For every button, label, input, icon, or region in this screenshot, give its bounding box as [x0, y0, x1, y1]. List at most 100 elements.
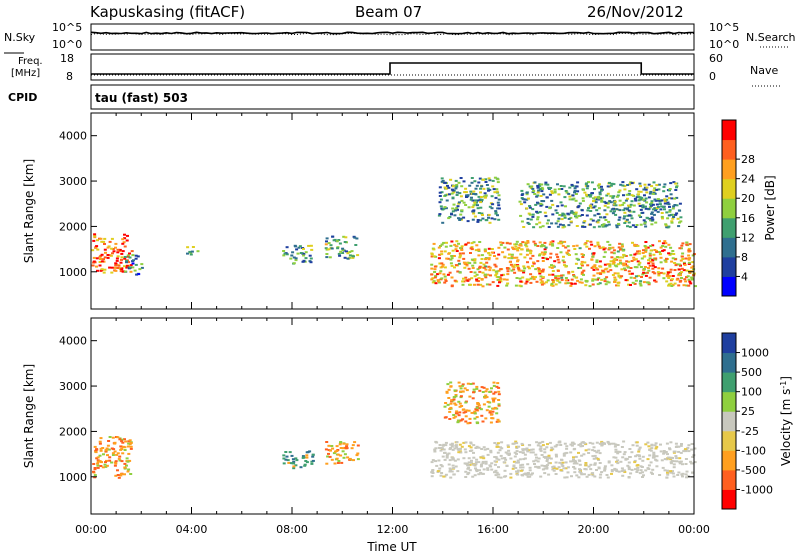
echo-cell: [597, 195, 601, 198]
echo-cell: [283, 252, 287, 255]
echo-cell: [114, 264, 118, 267]
echo-cell: [557, 217, 561, 220]
echo-cell: [562, 213, 566, 216]
echo-cell: [335, 240, 339, 243]
echo-cell: [191, 246, 195, 248]
echo-cell: [536, 194, 540, 197]
echo-cell: [665, 476, 669, 479]
echo-cell: [487, 216, 490, 219]
echo-cell: [120, 438, 124, 441]
echo-cell: [473, 261, 477, 264]
echo-cell: [98, 440, 102, 443]
echo-cell: [477, 195, 481, 198]
echo-cell: [633, 197, 637, 200]
echo-cell: [540, 243, 544, 246]
echo-cell: [93, 236, 97, 239]
echo-cell: [467, 461, 471, 464]
echo-cell: [485, 261, 489, 264]
echo-cell: [126, 445, 130, 448]
echo-cell: [509, 263, 513, 266]
echo-cell: [641, 455, 645, 458]
echo-cell: [636, 244, 640, 247]
echo-cell: [579, 445, 583, 448]
echo-cell: [472, 463, 476, 466]
echo-cell: [655, 203, 659, 206]
echo-cell: [469, 446, 473, 449]
echo-cell: [641, 198, 645, 201]
echo-cell: [549, 457, 553, 460]
echo-cell: [679, 451, 683, 454]
echo-cell: [511, 265, 515, 268]
echo-cell: [597, 183, 601, 186]
echo-cell: [534, 276, 537, 279]
echo-cell: [480, 212, 484, 215]
echo-cell: [666, 453, 669, 456]
echo-cell: [500, 441, 504, 444]
echo-cell: [345, 447, 349, 450]
echo-cell: [551, 270, 555, 272]
echo-cell: [497, 269, 501, 272]
echo-cell: [449, 447, 453, 449]
echo-cell: [617, 274, 621, 277]
echo-cell: [543, 241, 547, 244]
echo-cell: [445, 391, 449, 394]
echo-cell: [106, 454, 109, 457]
echo-cell: [121, 452, 125, 455]
echo-cell: [597, 219, 601, 222]
echo-cell: [430, 273, 434, 276]
echo-cell: [513, 451, 517, 454]
echo-cell: [688, 243, 692, 246]
echo-cell: [535, 223, 539, 226]
nave-tick-top: 60: [709, 52, 723, 65]
echo-cell: [635, 224, 639, 226]
echo-cell: [468, 463, 472, 466]
echo-cell: [454, 395, 458, 398]
colorbar-tick-label: -25: [741, 425, 759, 438]
echo-cell: [641, 476, 644, 478]
echo-cell: [501, 241, 505, 244]
echo-cell: [608, 181, 611, 184]
echo-cell: [282, 254, 286, 257]
echo-cell: [284, 458, 288, 461]
echo-cell: [612, 260, 616, 263]
echo-cell: [492, 381, 496, 384]
echo-cell: [120, 268, 124, 271]
echo-cell: [595, 209, 599, 212]
echo-cell: [114, 246, 117, 249]
echo-cell: [633, 282, 637, 285]
echo-cell: [120, 460, 124, 463]
echo-cell: [598, 282, 602, 285]
echo-cell: [675, 204, 679, 207]
echo-cell: [668, 189, 671, 192]
echo-cell: [196, 250, 200, 253]
echo-cell: [492, 407, 496, 410]
echo-cell: [626, 266, 630, 269]
echo-cell: [642, 219, 646, 222]
echo-cell: [556, 279, 560, 282]
echo-cell: [637, 202, 641, 205]
echo-cell: [289, 462, 293, 465]
echo-cell: [595, 469, 598, 471]
echo-cell: [432, 242, 436, 245]
echo-cell: [681, 252, 685, 255]
echo-cell: [510, 255, 514, 258]
echo-cell: [605, 194, 609, 197]
echo-cell: [529, 252, 533, 255]
echo-cell: [497, 403, 501, 406]
echo-cell: [564, 279, 568, 282]
echo-cell: [563, 264, 567, 267]
echo-cell: [580, 454, 584, 457]
echo-cell: [519, 253, 523, 256]
echo-cell: [683, 278, 687, 281]
echo-cell: [449, 381, 453, 384]
echo-cell: [644, 469, 648, 472]
echo-cell: [497, 393, 501, 396]
echo-cell: [564, 246, 568, 249]
echo-cell: [560, 458, 563, 461]
echo-cell: [598, 191, 602, 194]
echo-cell: [646, 441, 650, 444]
echo-cell: [556, 205, 560, 208]
echo-cell: [540, 245, 543, 248]
echo-cell: [511, 467, 515, 470]
echo-cell: [596, 268, 600, 271]
